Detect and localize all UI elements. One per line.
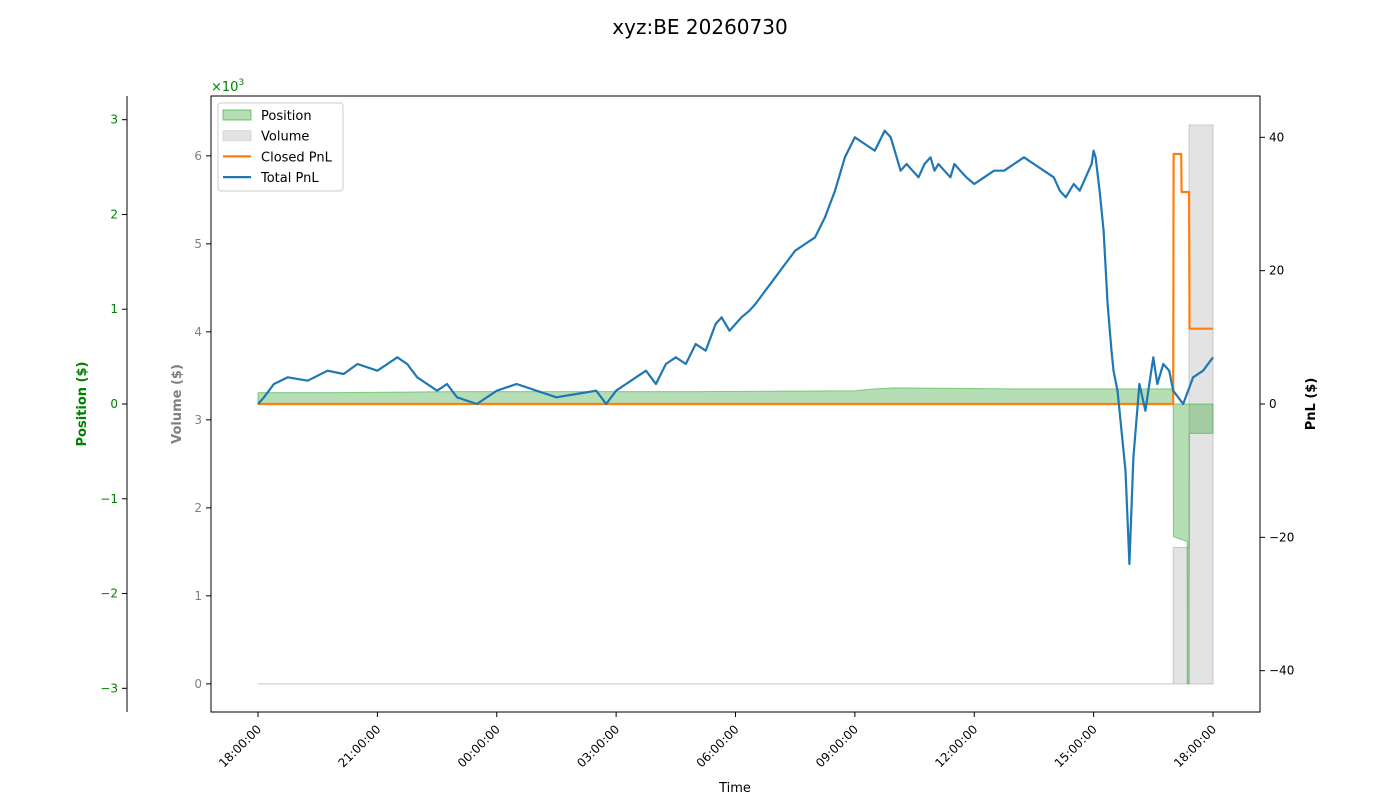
- x-tick-label: 06:00:00: [694, 722, 742, 770]
- pnl-axis: −40 −20 0 20 40: [1260, 130, 1294, 678]
- volume-tick-label: 5: [194, 237, 202, 251]
- legend-label: Total PnL: [260, 171, 319, 186]
- volume-tick-label: 2: [194, 501, 202, 515]
- x-tick-label: 18:00:00: [1171, 722, 1219, 770]
- position-axis: −3 −2 −1 0 1 2 3: [100, 96, 128, 712]
- legend-label: Volume: [261, 130, 309, 145]
- position-axis-label: Position ($): [75, 362, 90, 447]
- legend-swatch: [222, 130, 252, 142]
- total-pnl-line: [257, 129, 1214, 566]
- position-tick-label: −1: [100, 492, 118, 506]
- closed-pnl-line: [258, 152, 1213, 406]
- x-axis-label: Time: [718, 781, 751, 796]
- position-tick-label: −3: [100, 681, 118, 695]
- position-tick-label: −2: [100, 587, 118, 601]
- volume-layer: [258, 124, 1214, 685]
- pnl-tick-label: −40: [1269, 664, 1294, 678]
- pnl-tick-label: −20: [1269, 530, 1294, 544]
- volume-tick-label: 3: [194, 413, 202, 427]
- position-tick-label: 3: [110, 113, 118, 127]
- pnl-tick-label: 20: [1269, 264, 1284, 278]
- position-tick-label: 1: [110, 302, 118, 316]
- pnl-axis-label: PnL ($): [1304, 378, 1319, 431]
- legend-label: Position: [261, 109, 312, 124]
- x-axis: 18:00:00 21:00:00 00:00:00 03:00:00 06:00:00…: [216, 712, 1219, 770]
- volume-area: [258, 124, 1214, 685]
- x-tick-label: 18:00:00: [216, 722, 264, 770]
- plot-area: [210, 95, 1261, 713]
- pnl-layer: [257, 129, 1214, 566]
- volume-scale-exponent: 3: [238, 78, 244, 88]
- x-tick-label: 03:00:00: [574, 722, 622, 770]
- chart-title: xyz:BE 20260730: [612, 15, 787, 39]
- position-tick-label: 0: [110, 397, 118, 411]
- volume-tick-label: 0: [194, 677, 202, 691]
- x-tick-label: 21:00:00: [335, 722, 383, 770]
- volume-axis: 0 1 2 3 4 5 6: [194, 149, 211, 691]
- volume-tick-label: 6: [194, 149, 202, 163]
- position-tick-label: 2: [110, 207, 118, 221]
- volume-tick-label: 1: [194, 589, 202, 603]
- x-tick-label: 12:00:00: [932, 722, 980, 770]
- volume-scale-label: ×103: [211, 78, 244, 95]
- legend-swatch: [222, 109, 252, 121]
- x-tick-label: 00:00:00: [455, 722, 503, 770]
- x-tick-label: 15:00:00: [1052, 722, 1100, 770]
- position-area: [257, 387, 1214, 685]
- pnl-tick-label: 40: [1269, 130, 1284, 144]
- legend-label: Closed PnL: [261, 150, 333, 165]
- pnl-tick-label: 0: [1269, 397, 1277, 411]
- x-tick-label: 09:00:00: [813, 722, 861, 770]
- legend: Position Volume Closed PnL Total PnL: [217, 102, 344, 192]
- legend-box: [217, 102, 344, 192]
- volume-axis-label: Volume ($): [170, 364, 185, 444]
- position-layer: [257, 387, 1214, 685]
- volume-scale-base: ×10: [211, 80, 238, 95]
- volume-tick-label: 4: [194, 325, 202, 339]
